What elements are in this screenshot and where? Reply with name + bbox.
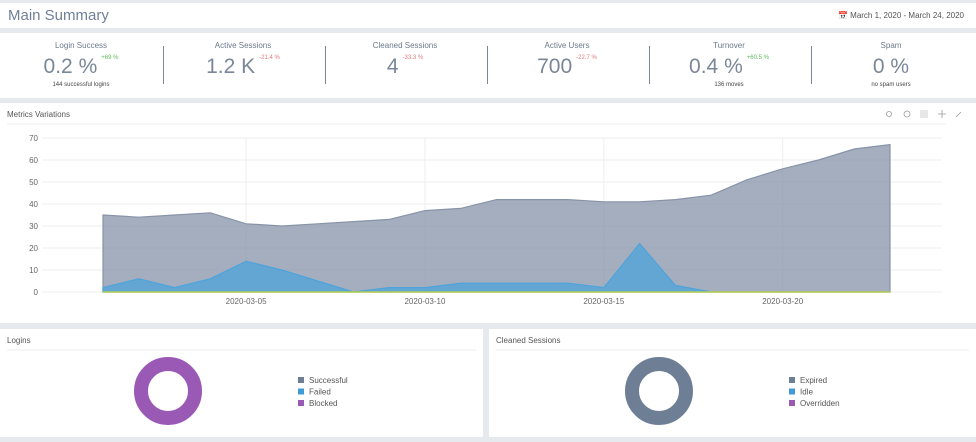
- y-tick-label: 40: [29, 200, 38, 209]
- kpi: Spam 0 % no spam users: [810, 33, 972, 98]
- kpi-row: Login Success 0.2 % +69 % 144 successful lo…: [0, 33, 976, 98]
- kpi-value: 1.2 K -21.4 %: [162, 55, 324, 79]
- legend-label: Overridden: [800, 399, 840, 408]
- donut-chart: Logins Successful Failed Blocked: [7, 336, 476, 425]
- x-tick-label: 2020-03-20: [762, 297, 803, 306]
- donut-segment: [134, 357, 202, 425]
- separator: [325, 46, 326, 84]
- y-tick-label: 0: [34, 288, 39, 297]
- kpi-change: -21.4 %: [259, 55, 280, 61]
- y-tick-label: 20: [29, 244, 38, 253]
- kpi-change: +69 %: [101, 55, 119, 61]
- logins-panel: Logins Successful Failed Blocked: [0, 329, 483, 437]
- separator: [487, 46, 488, 84]
- legend-label: Blocked: [309, 399, 337, 408]
- kpi-value: 0.2 % +69 %: [0, 55, 162, 79]
- legend-swatch: [298, 377, 304, 383]
- x-tick-label: 2020-03-10: [404, 297, 445, 306]
- kpi: Cleaned Sessions 4 -33.3 %: [324, 33, 486, 98]
- kpi: Login Success 0.2 % +69 % 144 successful lo…: [0, 33, 162, 98]
- kpi-number: 0 %: [872, 55, 910, 78]
- kpi-value: 700 -22.7 %: [486, 55, 648, 79]
- separator: [811, 46, 812, 84]
- kpi-label: Cleaned Sessions: [372, 41, 438, 50]
- kpi-number: 0.4 %: [689, 55, 743, 78]
- kpi-number: 0.2 %: [43, 55, 98, 78]
- kpi-note: 136 moves: [714, 82, 744, 88]
- donut-segment: [625, 357, 693, 425]
- chart-panel: Metrics Variations 0 10 20 30 40 50 60 70 2020-0…: [0, 103, 976, 323]
- kpi-number: 1.2 K: [206, 55, 256, 78]
- kpi-value: 0.4 % +60.5 %: [648, 55, 810, 79]
- kpi: Active Sessions 1.2 K -21.4 %: [162, 33, 324, 98]
- kpi-change: -33.3 %: [402, 55, 424, 61]
- legend-label: Idle: [800, 388, 813, 397]
- kpi-note: no spam users: [871, 82, 911, 88]
- kpi-label: Spam: [880, 41, 902, 50]
- legend-label: Successful: [309, 376, 348, 385]
- area-series: [102, 143, 891, 293]
- kpi: Active Users 700 -22.7 %: [486, 33, 648, 98]
- separator: [163, 46, 164, 84]
- legend-swatch: [789, 377, 795, 383]
- kpi: Turnover 0.4 % +60.5 % 136 moves: [648, 33, 810, 98]
- legend-swatch: [789, 388, 795, 395]
- legend-label: Expired: [800, 376, 827, 385]
- page-title: Main Summary: [8, 7, 109, 24]
- kpi-label: Active Users: [544, 41, 590, 50]
- kpi-change: +60.5 %: [746, 55, 769, 61]
- y-tick-label: 70: [29, 134, 38, 143]
- y-tick-label: 30: [29, 222, 38, 231]
- kpi-note: 144 successful logins: [52, 82, 110, 88]
- kpi-value: 4 -33.3 %: [324, 55, 486, 79]
- panel-title: Metrics Variations: [7, 110, 70, 119]
- legend-swatch: [298, 400, 304, 406]
- legend-swatch: [298, 388, 304, 395]
- kpi-number: 700: [537, 55, 573, 78]
- kpi-change: -22.7 %: [576, 55, 597, 61]
- kpi-label: Login Success: [54, 41, 108, 50]
- toolbar[interactable]: [886, 110, 962, 118]
- y-tick-label: 10: [29, 266, 38, 275]
- donut-chart: Cleaned Sessions Expired Idle Overridden: [496, 336, 969, 425]
- kpi-label: Turnover: [713, 41, 745, 50]
- cleaned-panel: Cleaned Sessions Expired Idle Overridden: [489, 329, 976, 437]
- y-tick-label: 50: [29, 178, 38, 187]
- separator: [649, 46, 650, 84]
- date-range-text: March 1, 2020 - March 24, 2020: [850, 11, 964, 20]
- header: Main Summary 📅 March 1, 2020 - March 24,…: [0, 3, 976, 28]
- x-tick-label: 2020-03-05: [226, 297, 267, 306]
- x-tick-label: 2020-03-15: [583, 297, 624, 306]
- legend-swatch: [789, 400, 795, 406]
- y-tick-label: 60: [29, 156, 38, 165]
- legend-label: Failed: [309, 388, 331, 397]
- kpi-value: 0 %: [810, 55, 972, 79]
- date-range[interactable]: 📅 March 1, 2020 - March 24, 2020: [837, 11, 964, 20]
- kpi-number: 4: [386, 55, 399, 78]
- panel-title: Cleaned Sessions: [496, 336, 560, 345]
- area-chart: Metrics Variations 0 10 20 30 40 50 60 70 2020-0…: [7, 110, 962, 306]
- panel-title: Logins: [7, 336, 31, 345]
- kpi-label: Active Sessions: [214, 41, 272, 50]
